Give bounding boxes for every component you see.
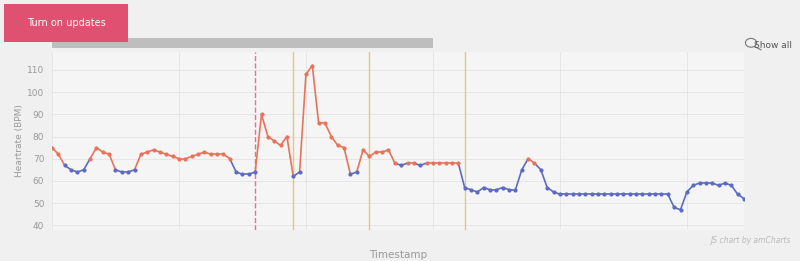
Y-axis label: Heartrate (BPM): Heartrate (BPM) xyxy=(15,104,24,177)
Text: Timestamp: Timestamp xyxy=(370,250,427,260)
Text: JS chart by amCharts: JS chart by amCharts xyxy=(710,236,790,245)
FancyBboxPatch shape xyxy=(52,38,433,48)
Text: Turn on updates: Turn on updates xyxy=(26,18,106,28)
Text: Show all: Show all xyxy=(754,41,792,50)
